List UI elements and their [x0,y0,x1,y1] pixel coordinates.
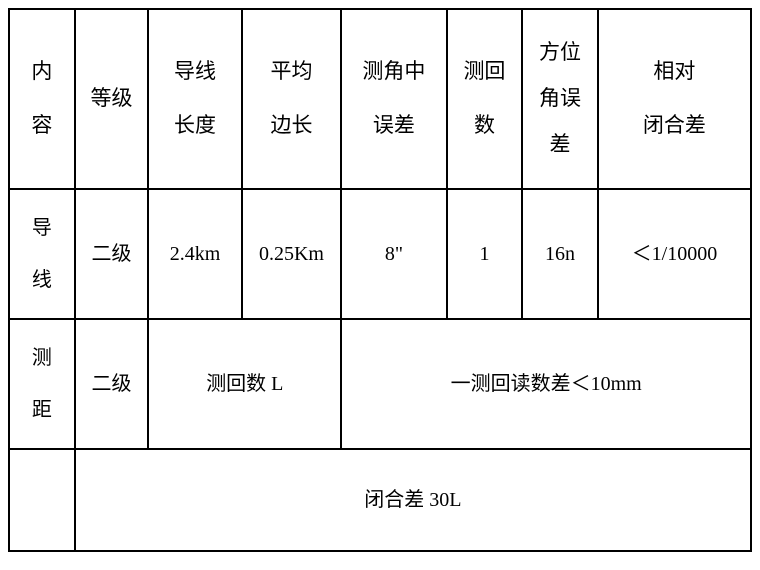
row-label-distance: 测 距 [10,320,76,448]
table-row: 导 线 二级 2.4km 0.25Km 8" 1 16n ＜1/10000 [10,190,750,320]
cell-text: 导 [32,210,52,246]
cell-text: 测 [32,340,52,376]
cell-text: 二级 [92,366,132,402]
header-text: 导线 [174,53,216,91]
header-cell-azimuth-error: 方位 角误 差 [523,10,599,188]
footer-empty [10,450,76,550]
header-cell-avg-side: 平均 边长 [243,10,342,188]
header-text: 数 [474,107,495,145]
header-cell-grade: 等级 [76,10,150,188]
header-text: 测回 [463,53,505,91]
cell-text: 测回数 L [206,366,283,402]
header-text: 平均 [270,53,312,91]
cell-text: 一测回读数差＜10mm [451,366,642,402]
cell-reading-diff: 一测回读数差＜10mm [342,320,750,448]
cell-text: 8" [385,236,403,272]
cell-grade: 二级 [76,190,150,318]
header-text: 方位 [539,34,581,72]
cell-return-count-l: 测回数 L [149,320,342,448]
header-text: 误差 [373,107,415,145]
footer-closure: 闭合差 30L [76,450,750,550]
cell-text: 0.25Km [259,236,324,272]
header-cell-return-count: 测回 数 [448,10,524,188]
cell-text: 距 [32,392,52,428]
header-cell-closure-error: 相对 闭合差 [599,10,750,188]
data-table: 内 容 等级 导线 长度 平均 边长 测角中 误差 [8,8,752,552]
row-label-lead: 导 线 [10,190,76,318]
header-text: 测角中 [362,53,425,91]
cell-azimuth-error: 16n [523,190,599,318]
table-row: 测 距 二级 测回数 L 一测回读数差＜10mm [10,320,750,450]
header-text: 容 [31,107,52,145]
table-header-row: 内 容 等级 导线 长度 平均 边长 测角中 误差 [10,10,750,190]
header-text: 内 [31,53,52,91]
cell-avg-side: 0.25Km [243,190,342,318]
header-cell-length: 导线 长度 [149,10,243,188]
cell-text: ＜1/10000 [632,236,718,272]
cell-length: 2.4km [149,190,243,318]
cell-grade: 二级 [76,320,150,448]
cell-text: 线 [32,262,52,298]
cell-return-count: 1 [448,190,524,318]
cell-text: 1 [479,236,489,272]
table-footer-row: 闭合差 30L [10,450,750,550]
cell-text: 二级 [91,236,131,272]
header-text: 角误 [539,80,581,118]
header-text: 差 [550,126,571,164]
header-text: 相对 [653,53,695,91]
header-cell-angle-error: 测角中 误差 [342,10,447,188]
cell-text: 闭合差 30L [364,482,461,518]
header-text: 长度 [174,107,216,145]
cell-closure-error: ＜1/10000 [599,190,750,318]
cell-text: 16n [545,236,575,272]
cell-text: 2.4km [170,236,221,272]
header-text: 等级 [90,80,132,118]
header-text: 闭合差 [643,107,706,145]
header-cell-content: 内 容 [10,10,76,188]
cell-angle-error: 8" [342,190,447,318]
header-text: 边长 [270,107,312,145]
